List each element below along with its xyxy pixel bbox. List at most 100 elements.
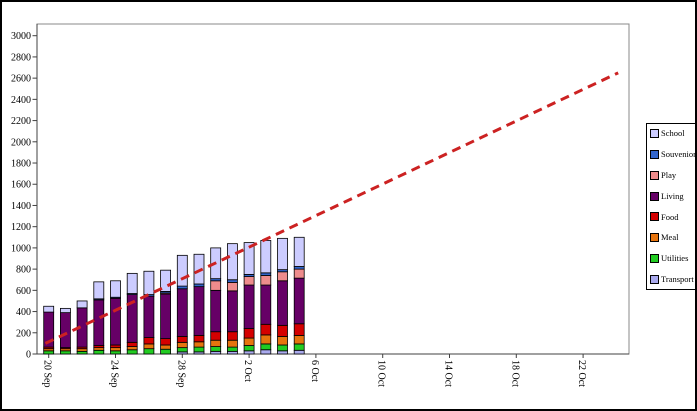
bar-segment-school <box>126 272 138 294</box>
bar-segment-meal <box>110 347 121 352</box>
bar-segment-utilities <box>243 345 255 352</box>
bar-segment-utilities <box>160 348 172 355</box>
legend-label: Play <box>661 169 677 180</box>
x-axis-label: 28 Sep <box>175 360 186 388</box>
bar-segment-transport <box>243 350 255 355</box>
bar-segment-living <box>143 295 155 338</box>
bar-segment-utilities <box>226 346 238 352</box>
bar-segment-living <box>293 277 305 325</box>
legend-swatch-icon <box>650 233 659 243</box>
legend-item-living: Living <box>650 190 693 201</box>
bar-segment-utilities <box>93 349 105 355</box>
bar-segment-food <box>160 338 172 346</box>
bar-segment-school <box>110 280 121 298</box>
bar-segment-school <box>76 300 88 309</box>
x-axis-label: 18 Oct <box>509 360 520 387</box>
x-axis-label: 20 Sep <box>42 360 53 388</box>
bar-segment-living <box>226 290 238 333</box>
bar-segment-living <box>210 289 222 333</box>
legend-label: Meal <box>661 232 679 243</box>
bar-segment-utilities <box>60 350 71 355</box>
bar-segment-utilities <box>143 348 155 355</box>
bar-segment-living <box>193 286 205 336</box>
bar-segment-utilities <box>110 350 121 355</box>
legend-label: Transport <box>661 274 694 285</box>
legend-item-meal: Meal <box>650 232 693 243</box>
bar-segment-food <box>193 335 205 343</box>
trendline <box>44 71 619 345</box>
bar-segment-school <box>160 269 172 292</box>
legend-item-school: School <box>650 129 693 138</box>
bar-segment-school <box>43 305 55 313</box>
bar-segment-food <box>176 336 188 343</box>
y-axis-label: 2400 <box>11 95 31 106</box>
bar-segment-utilities <box>193 346 205 353</box>
bar-segment-school <box>243 242 255 275</box>
bar-segment-meal <box>143 343 155 350</box>
bar-segment-food <box>260 323 272 336</box>
y-axis-label: 1000 <box>11 243 31 254</box>
legend-item-transport: Transport <box>650 274 694 285</box>
bar-segment-meal <box>126 346 138 351</box>
bar-segment-school <box>260 240 272 274</box>
bar-segment-school <box>193 253 205 285</box>
y-axis-label: 1400 <box>11 201 31 212</box>
x-axis-label: 24 Sep <box>109 360 120 388</box>
legend-swatch-icon <box>650 149 659 159</box>
legend-swatch-icon <box>650 274 659 284</box>
bar-segment-utilities <box>277 344 288 352</box>
bar-segment-utilities <box>43 350 55 355</box>
bar-segment-play <box>226 281 238 292</box>
y-axis-label: 600 <box>16 286 31 297</box>
x-axis-label: 6 Oct <box>309 360 320 382</box>
bar-segment-utilities <box>260 343 272 351</box>
x-axis-label: 10 Oct <box>376 360 387 387</box>
y-axis-label: 400 <box>16 307 31 318</box>
bar-segment-meal <box>293 335 305 345</box>
y-axis-label: 2200 <box>11 116 31 127</box>
legend-item-utilities: Utilities <box>650 254 693 264</box>
bar-segment-transport <box>293 349 305 355</box>
bar-segment-food <box>293 323 305 336</box>
y-axis-label: 3000 <box>11 31 31 42</box>
legend-label: Souvenior <box>661 149 696 160</box>
bar-segment-play <box>293 268 305 279</box>
y-axis-label: 1600 <box>11 180 31 191</box>
legend-swatch-icon <box>650 212 659 222</box>
y-axis-label: 800 <box>16 265 31 276</box>
bar-segment-school <box>176 254 188 287</box>
bar-segment-utilities <box>126 349 138 355</box>
bar-segment-meal <box>260 334 272 345</box>
bar-segment-food <box>210 331 222 341</box>
bar-segment-school <box>60 307 71 314</box>
bar-segment-utilities <box>176 347 188 353</box>
y-axis-label: 2800 <box>11 52 31 63</box>
bar-segment-meal <box>243 337 255 346</box>
y-axis-label: 0 <box>26 350 31 361</box>
y-axis-label: 2600 <box>11 74 31 85</box>
bar-segment-meal <box>176 341 188 349</box>
bar-segment-play <box>243 276 255 286</box>
legend-box: School Souvenior Play Living Food Meal Utiliti… <box>646 123 696 290</box>
bar-segment-transport <box>277 350 288 355</box>
bar-segment-living <box>110 297 121 346</box>
bar-segment-food <box>126 341 138 347</box>
y-axis-label: 1800 <box>11 159 31 170</box>
legend-swatch-icon <box>650 170 659 180</box>
y-axis-label: 200 <box>16 328 31 339</box>
bar-segment-living <box>260 284 272 325</box>
bar-segment-meal <box>277 336 288 346</box>
bar-segment-utilities <box>210 346 222 352</box>
bar-segment-play <box>277 271 288 282</box>
bar-segment-living <box>60 312 71 349</box>
plot-area <box>36 23 630 355</box>
legend-label: Living <box>661 190 684 201</box>
legend-item-play: Play <box>650 169 693 180</box>
legend-swatch-icon <box>650 129 659 138</box>
bar-segment-living <box>93 299 105 346</box>
bar-segment-meal <box>160 344 172 350</box>
bar-segment-meal <box>226 339 238 348</box>
legend-swatch-icon <box>650 254 659 264</box>
